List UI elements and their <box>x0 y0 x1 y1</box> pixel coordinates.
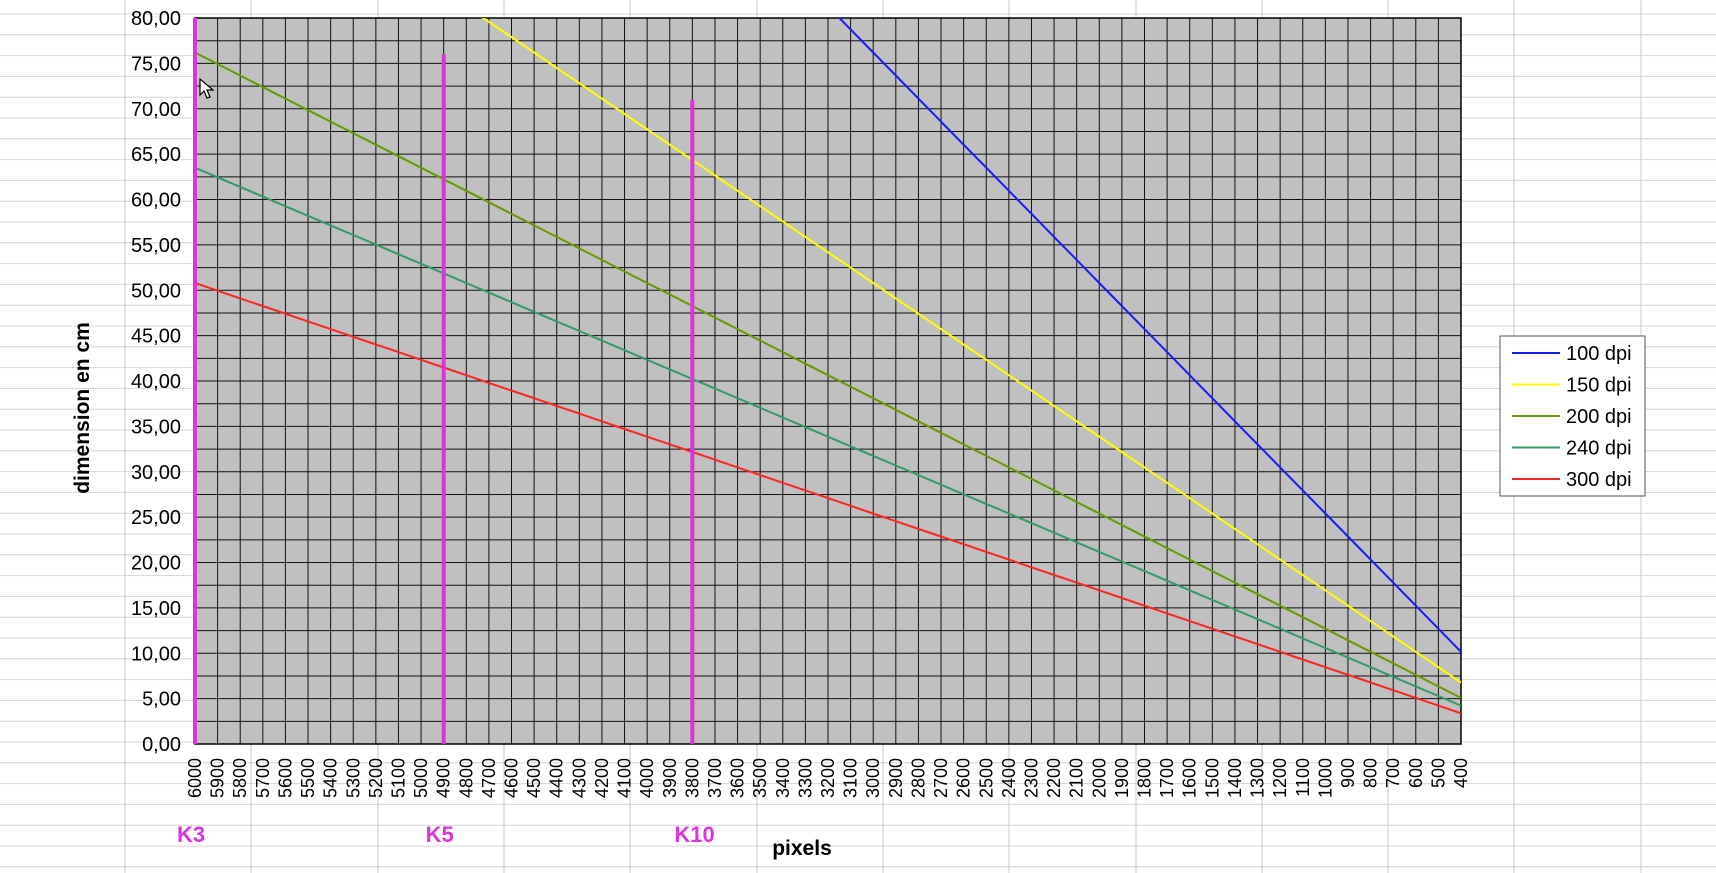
x-tick-label: 400 <box>1451 758 1471 788</box>
x-tick-label: 2100 <box>1067 758 1087 798</box>
x-tick-label: 5800 <box>230 758 250 798</box>
x-tick-label: 2200 <box>1044 758 1064 798</box>
x-tick-label: 2900 <box>886 758 906 798</box>
x-tick-label: 2400 <box>999 758 1019 798</box>
x-tick-label: 5200 <box>366 758 386 798</box>
y-tick-label: 50,00 <box>131 280 181 302</box>
y-tick-label: 40,00 <box>131 371 181 393</box>
x-tick-label: 4600 <box>502 758 522 798</box>
x-tick-label: 4000 <box>637 758 657 798</box>
x-tick-label: 3000 <box>863 758 883 798</box>
x-tick-label: 500 <box>1428 758 1448 788</box>
marker-label-2: K10 <box>674 822 714 847</box>
x-tick-label: 1300 <box>1248 758 1268 798</box>
marker-label-0: K3 <box>177 822 205 847</box>
x-tick-label: 3800 <box>682 758 702 798</box>
x-tick-label: 5000 <box>411 758 431 798</box>
x-tick-label: 1700 <box>1157 758 1177 798</box>
legend-entry-0: 100 dpi <box>1566 343 1632 365</box>
x-axis-title: pixels <box>772 837 832 860</box>
legend: 100 dpi 150 dpi 200 dpi 240 dpi 300 dpi <box>1499 335 1646 497</box>
x-tick-label: 3200 <box>818 758 838 798</box>
x-tick-label: 4200 <box>592 758 612 798</box>
x-tick-label: 1900 <box>1112 758 1132 798</box>
y-tick-label: 15,00 <box>131 598 181 620</box>
y-tick-label: 70,00 <box>131 99 181 121</box>
y-axis-title: dimension en cm <box>71 322 94 494</box>
mouse-pointer-icon <box>199 78 215 99</box>
x-tick-label: 900 <box>1338 758 1358 788</box>
series-line-4 <box>195 282 1461 715</box>
x-tick-label: 700 <box>1383 758 1403 788</box>
y-tick-label: 65,00 <box>131 144 181 166</box>
x-tick-label: 3300 <box>795 758 815 798</box>
x-tick-label: 5900 <box>208 758 228 798</box>
x-tick-label: 2600 <box>954 758 974 798</box>
series-line-0 <box>837 18 1461 653</box>
x-tick-label: 2500 <box>976 758 996 798</box>
x-tick-label: 1100 <box>1293 758 1313 797</box>
series-line-1 <box>481 18 1461 684</box>
y-tick-label: 55,00 <box>131 235 181 257</box>
x-tick-label: 3700 <box>705 758 725 798</box>
x-tick-label: 5300 <box>343 758 363 798</box>
x-tick-label: 1200 <box>1270 758 1290 798</box>
series-lines <box>195 18 1461 715</box>
x-tick-label: 3600 <box>728 758 748 798</box>
x-tick-label: 1600 <box>1180 758 1200 798</box>
x-tick-label: 1800 <box>1135 758 1155 798</box>
marker-lines: K3 K5 K10 <box>177 18 715 847</box>
x-tick-label: 600 <box>1406 758 1426 788</box>
chart-gridlines <box>194 17 1462 745</box>
y-tick-label: 75,00 <box>131 53 181 75</box>
y-tick-label: 60,00 <box>131 190 181 212</box>
y-tick-label: 25,00 <box>131 507 181 529</box>
legend-entry-2: 200 dpi <box>1566 406 1632 428</box>
y-tick-label: 0,00 <box>142 734 181 756</box>
x-tick-label: 2800 <box>908 758 928 798</box>
x-tick-label: 4500 <box>524 758 544 798</box>
y-tick-label: 5,00 <box>142 689 181 711</box>
x-tick-label: 4300 <box>569 758 589 798</box>
legend-entry-1: 150 dpi <box>1566 375 1632 397</box>
x-tick-label: 6000 <box>185 758 205 798</box>
x-tick-label: 5400 <box>321 758 341 798</box>
y-tick-label: 30,00 <box>131 462 181 484</box>
x-tick-label: 800 <box>1361 758 1381 788</box>
series-line-2 <box>195 51 1461 699</box>
x-tick-label: 4100 <box>615 758 635 798</box>
x-axis-ticks: 6000 5900 5800 5700 5600 5500 5400 5300 5200 5100… <box>185 758 1471 798</box>
x-tick-label: 3100 <box>841 758 861 798</box>
marker-label-1: K5 <box>426 822 454 847</box>
x-tick-label: 1000 <box>1315 758 1335 798</box>
y-tick-label: 20,00 <box>131 553 181 575</box>
x-tick-label: 5500 <box>298 758 318 798</box>
x-tick-label: 4700 <box>479 758 499 798</box>
x-tick-label: 3900 <box>660 758 680 798</box>
x-tick-label: 4400 <box>547 758 567 798</box>
legend-entry-4: 300 dpi <box>1566 469 1632 491</box>
x-tick-label: 5100 <box>388 758 408 798</box>
y-tick-label: 10,00 <box>131 643 181 665</box>
x-tick-label: 2300 <box>1021 758 1041 798</box>
y-tick-label: 35,00 <box>131 416 181 438</box>
y-axis-ticks: 0,00 5,00 10,00 15,00 20,00 25,00 30,00 35,00 40… <box>131 8 181 756</box>
x-tick-label: 5700 <box>253 758 273 798</box>
x-tick-label: 1400 <box>1225 758 1245 798</box>
x-tick-label: 2000 <box>1089 758 1109 798</box>
series-line-3 <box>195 166 1461 707</box>
x-tick-label: 2700 <box>931 758 951 798</box>
x-tick-label: 4900 <box>434 758 454 798</box>
x-tick-label: 3500 <box>750 758 770 798</box>
x-tick-label: 5600 <box>275 758 295 798</box>
x-tick-label: 1500 <box>1202 758 1222 798</box>
x-tick-label: 4800 <box>456 758 476 798</box>
legend-entry-3: 240 dpi <box>1566 438 1632 460</box>
y-tick-label: 45,00 <box>131 326 181 348</box>
x-tick-label: 3400 <box>773 758 793 798</box>
y-tick-label: 80,00 <box>131 8 181 30</box>
